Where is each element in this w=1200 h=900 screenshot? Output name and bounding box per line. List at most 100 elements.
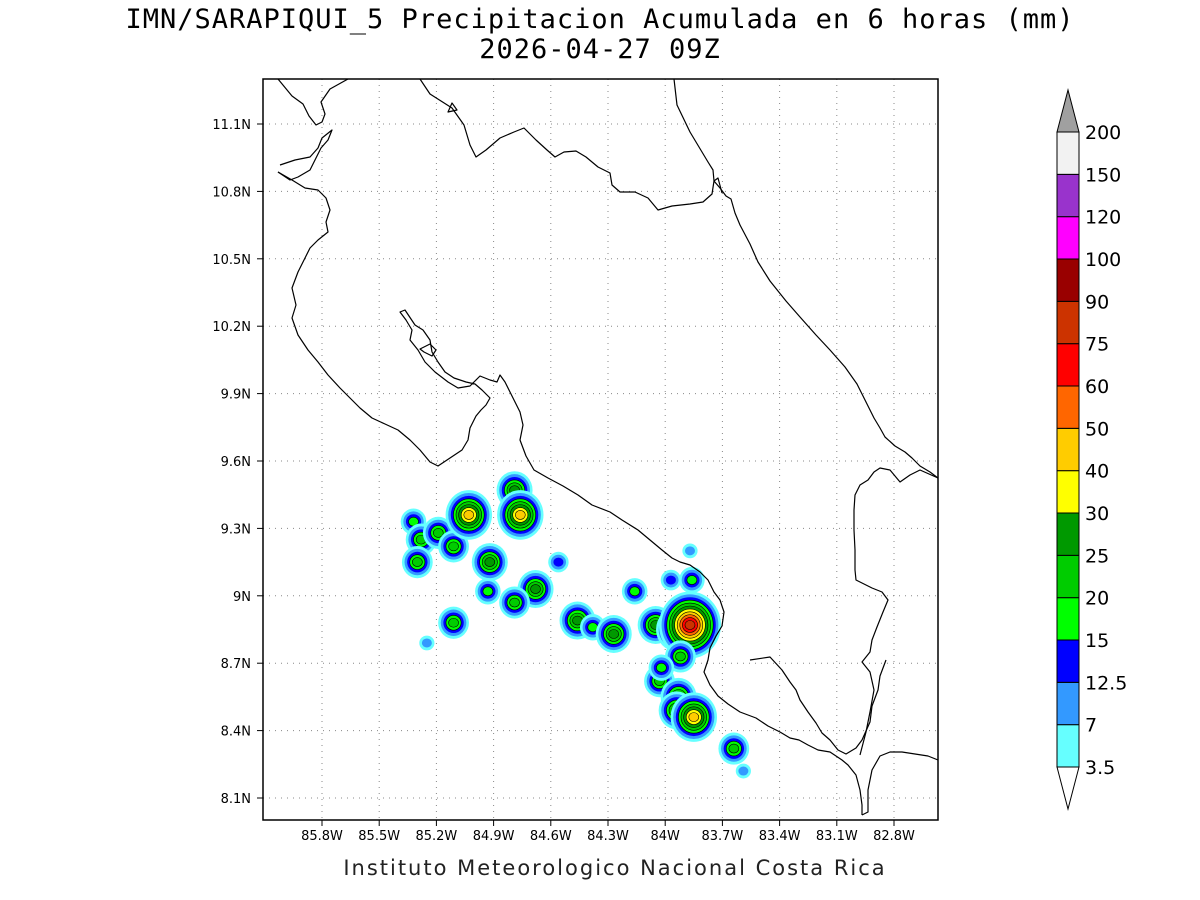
guanacaste-pacific-coast xyxy=(277,171,863,815)
precip-cell xyxy=(670,692,717,742)
precip-contour xyxy=(509,597,520,608)
colorbar-label: 20 xyxy=(1085,588,1109,610)
golfo-dulce-coast xyxy=(749,656,887,755)
precip-contour xyxy=(448,541,459,552)
precip-contour xyxy=(684,546,695,556)
precip-cell xyxy=(648,654,675,681)
precip-contour xyxy=(738,766,749,776)
caribbean-coast xyxy=(673,79,938,479)
colorbar-label: 60 xyxy=(1085,376,1109,398)
lat-tick-label: 9N xyxy=(233,590,251,605)
colorbar-label: 40 xyxy=(1085,461,1109,483)
burica-peninsula-coast xyxy=(861,751,938,816)
colorbar-label: 150 xyxy=(1085,164,1121,186)
precip-cell xyxy=(401,546,433,579)
colorbar-swatch xyxy=(1056,681,1080,726)
colorbar-swatch xyxy=(1056,512,1080,556)
precip-contour xyxy=(433,528,444,538)
map-title: IMN/SARAPIQUI_5 Precipitacion Acumulada … xyxy=(125,4,1075,35)
chira-island-outline xyxy=(419,343,437,357)
lat-tick-label: 9.9N xyxy=(221,388,251,403)
colorbar-swatch xyxy=(1056,385,1080,429)
lat-tick-label: 8.1N xyxy=(221,792,251,807)
colorbar-label: 15 xyxy=(1085,630,1109,652)
precip-cell xyxy=(595,614,632,653)
lat-tick-label: 8.7N xyxy=(221,657,251,672)
precip-contour xyxy=(728,743,740,754)
lake-nicaragua-shore xyxy=(419,79,723,211)
precip-contour xyxy=(684,620,696,630)
precip-cell xyxy=(419,635,435,651)
lon-tick-label: 83.7W xyxy=(701,829,743,844)
colorbar-label: 100 xyxy=(1085,249,1121,271)
lon-tick-label: 84.3W xyxy=(587,829,629,844)
colorbar-swatch xyxy=(1056,258,1080,302)
precip-contour xyxy=(675,651,686,662)
institution-credit: Instituto Meteorologico Nacional Costa R… xyxy=(343,856,887,880)
precip-contour xyxy=(484,557,496,567)
colorbar-swatch xyxy=(1056,216,1080,260)
precip-cell xyxy=(497,490,544,540)
lat-tick-label: 8.4N xyxy=(221,725,251,740)
precip-contour xyxy=(482,586,494,597)
lon-tick-label: 84W xyxy=(650,829,680,844)
lon-tick-label: 85.5W xyxy=(358,829,400,844)
lon-tick-label: 84.9W xyxy=(473,829,515,844)
colorbar-label: 25 xyxy=(1085,545,1109,567)
lat-tick-label: 10.5N xyxy=(212,253,251,268)
precip-cell xyxy=(548,551,569,573)
precip-cell xyxy=(621,578,648,605)
precip-contour xyxy=(608,629,620,639)
colorbar-label: 90 xyxy=(1085,291,1109,313)
colorbar-label: 200 xyxy=(1085,122,1121,144)
colorbar-swatch xyxy=(1056,300,1080,345)
precip-cell xyxy=(438,606,469,639)
precip-cell xyxy=(475,578,501,605)
lat-tick-label: 9.6N xyxy=(221,455,251,470)
colorbar-swatch xyxy=(1056,173,1080,218)
precip-cell xyxy=(679,566,705,594)
colorbar: 3.5 7 12.5 15 20 25 30 40 50 60 75 90 100 120 150 200 xyxy=(1056,88,1127,811)
panama-border xyxy=(853,467,938,756)
lon-tick-label: 82.8W xyxy=(873,829,915,844)
colorbar-label: 120 xyxy=(1085,207,1121,229)
precip-cell xyxy=(682,543,698,559)
lat-tick-label: 10.2N xyxy=(212,320,251,335)
precip-contour xyxy=(463,510,475,520)
precip-contour xyxy=(629,586,640,597)
colorbar-label: 75 xyxy=(1085,334,1109,356)
precip-cell xyxy=(445,490,493,540)
precip-contour xyxy=(530,584,541,594)
colorbar-label: 7 xyxy=(1085,715,1097,737)
lat-tick-label: 9.3N xyxy=(221,522,251,537)
precip-cell xyxy=(660,569,682,591)
nicoya-nicaragua-border-coast xyxy=(277,129,333,181)
precip-contour xyxy=(656,662,667,673)
precip-contour xyxy=(412,557,423,567)
plot-frame xyxy=(262,78,939,821)
precip-contour xyxy=(665,575,676,585)
colorbar-swatch xyxy=(1056,597,1080,641)
colorbar-label: 30 xyxy=(1085,503,1109,525)
lon-tick-label: 83.1W xyxy=(816,829,858,844)
lat-lon-grid xyxy=(263,79,938,820)
precip-cell xyxy=(559,601,596,640)
lon-tick-label: 85.8W xyxy=(301,829,343,844)
precip-contour xyxy=(688,712,700,722)
colorbar-label: 12.5 xyxy=(1085,672,1127,694)
precip-cell xyxy=(499,586,530,619)
precip-cell xyxy=(718,732,750,765)
precip-contour xyxy=(553,557,564,567)
lat-tick-label: 10.8N xyxy=(212,185,251,200)
colorbar-label: 50 xyxy=(1085,418,1109,440)
colorbar-swatch xyxy=(1056,470,1080,514)
precip-contour xyxy=(421,638,432,648)
colorbar-label: 3.5 xyxy=(1085,757,1115,779)
colorbar-swatch xyxy=(1056,427,1080,472)
colorbar-swatch xyxy=(1056,343,1080,387)
coastline-borders xyxy=(277,79,938,816)
colorbar-swatch xyxy=(1056,131,1080,175)
map-timestamp: 2026-04-27 09Z xyxy=(479,34,721,65)
lon-tick-label: 85.2W xyxy=(415,829,457,844)
